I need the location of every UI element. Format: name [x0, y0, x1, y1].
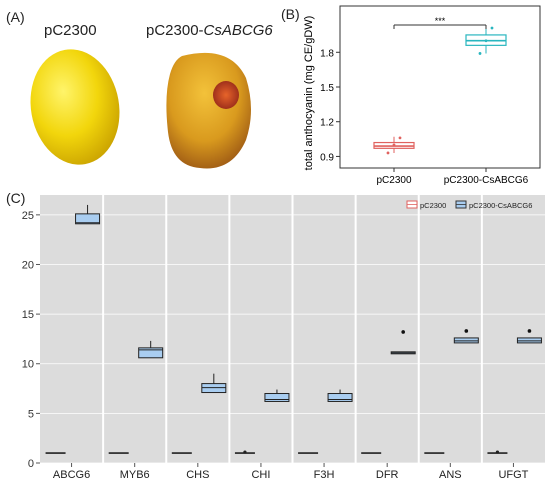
chart-b-point [398, 136, 402, 140]
chart-c-ytick-label: 15 [22, 309, 34, 321]
chart-b-point [490, 26, 494, 30]
panel-a-label: (A) [6, 9, 25, 25]
fruit-photos [30, 49, 251, 169]
chart-c-legend-label: pC2300-CsABCG6 [469, 201, 532, 210]
chart-b-xtick-label: pC2300 [376, 175, 411, 186]
chart-c-box [327, 393, 353, 402]
chart-c-legend-label: pC2300 [420, 201, 446, 210]
chart-c-box [264, 393, 290, 402]
chart-b-ytick-label: 0.9 [320, 152, 334, 163]
chart-c-xtick-label: CHI [251, 469, 270, 481]
chart-c-xtick-label: F3H [314, 469, 335, 481]
chart-b-point [484, 39, 488, 43]
chart-c-box [75, 213, 101, 225]
chart-c-xtick-label: DFR [376, 469, 399, 481]
orange-fruit [166, 52, 251, 169]
chart-c-outlier [401, 330, 405, 334]
chart-c-outlier [464, 329, 469, 333]
chart-c-control-outlier [243, 450, 247, 454]
chart-b-ytick-label: 1.5 [320, 83, 334, 94]
chart-c-box [138, 347, 164, 359]
chart-c-control-outlier [495, 450, 500, 454]
chart-c-ytick-label: 5 [28, 408, 34, 420]
anthocyanin-spot [213, 81, 239, 109]
chart-c-xtick-label: CHS [186, 469, 209, 481]
chart-b-ytick-label: 1.2 [320, 118, 334, 129]
chart-b-xtick-label: pC2300-CsABCG6 [444, 175, 529, 186]
yellow-fruit [30, 49, 120, 165]
chart-c-outlier [527, 329, 532, 333]
chart-b-frame [339, 5, 541, 169]
chart-b-point [386, 151, 390, 155]
photo-caption-csabcg6: pC2300-CsABCG6 [146, 22, 273, 39]
chart-c-xtick-label: MYB6 [120, 469, 150, 481]
chart-c-ytick-label: 0 [28, 458, 34, 470]
panel-c-label: (C) [6, 190, 26, 206]
chart-b-point [392, 143, 396, 147]
photo-caption-prefix: pC2300- [146, 22, 204, 39]
chart-b-ylabel: total anthocyanin (mg CE/gDW) [303, 16, 315, 171]
chart-c-ytick-label: 20 [22, 259, 34, 271]
chart-c: 0 5 10 15 20 25 ABCG6 MYB6 CHS CHI F3H DFR ANS UFGT pC… [22, 195, 545, 481]
chart-c-xtick-label: UFGT [498, 469, 528, 481]
photo-caption-gene: CsABCG6 [203, 22, 273, 39]
chart-c-xtick-label: ABCG6 [53, 469, 90, 481]
chart-c-xtick-label: ANS [439, 469, 462, 481]
chart-c-ytick-label: 10 [22, 359, 34, 371]
chart-c-ytick-label: 25 [22, 210, 34, 222]
chart-b-significance-label: *** [435, 16, 446, 26]
panel-b-label: (B) [281, 6, 300, 22]
chart-b-ytick-label: 1.8 [320, 48, 334, 59]
photo-caption-pc2300: pC2300 [44, 22, 97, 39]
chart-b-point [478, 52, 482, 55]
chart-b: total anthocyanin (mg CE/gDW) 0.9 1.2 1.5 1… [303, 5, 541, 186]
